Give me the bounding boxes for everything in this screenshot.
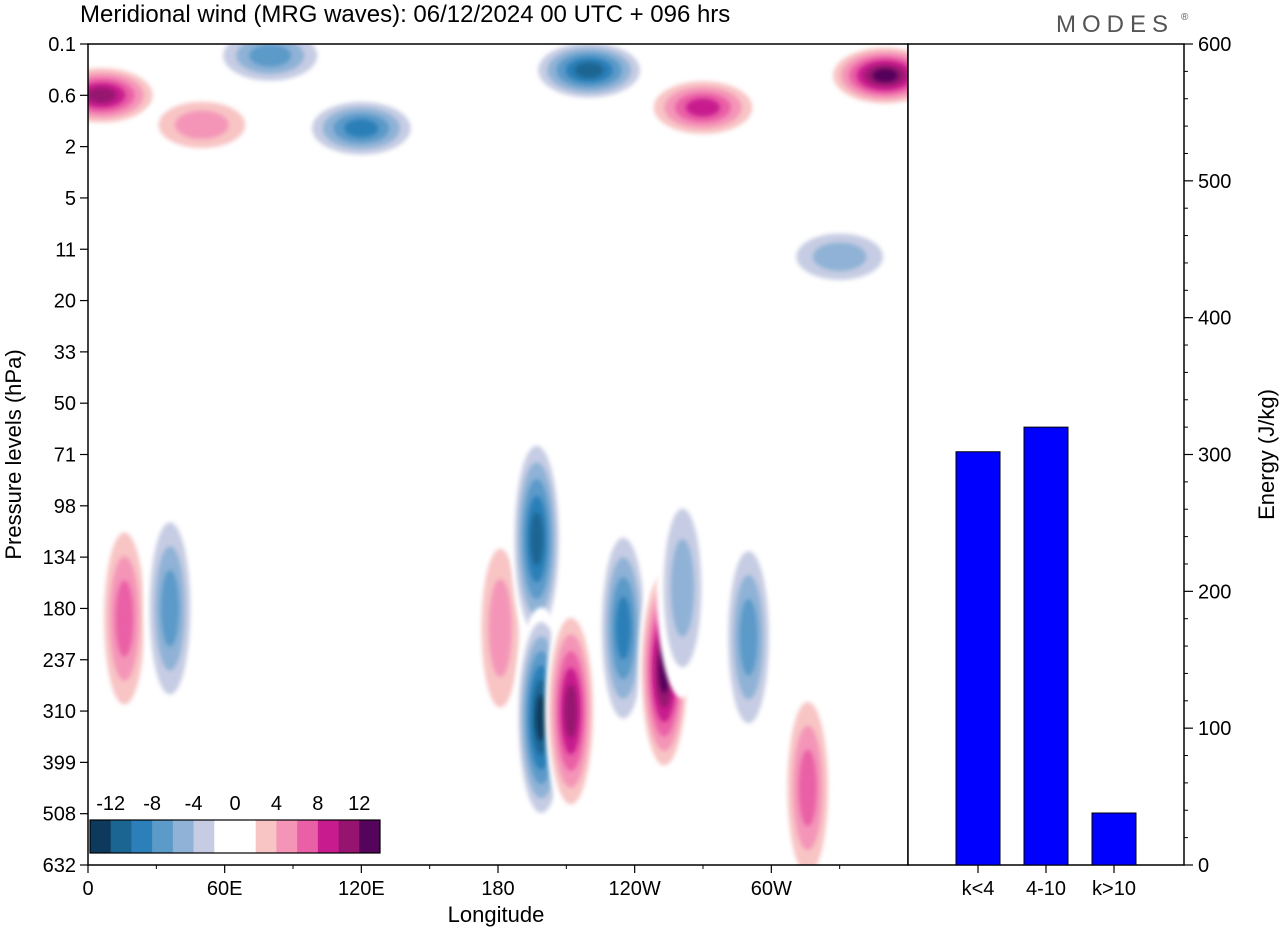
x-tick-label: 180 bbox=[481, 878, 514, 900]
wind-anomaly-feature bbox=[643, 75, 763, 140]
wind-anomaly-feature bbox=[301, 96, 422, 161]
y-tick-label: 50 bbox=[54, 393, 76, 415]
wind-anomaly-feature bbox=[722, 527, 775, 748]
colorbar-swatch bbox=[276, 820, 298, 853]
colorbar-label: 12 bbox=[348, 793, 370, 815]
y-tick-label: 33 bbox=[54, 342, 76, 364]
colorbar-swatch bbox=[193, 820, 215, 853]
wind-anomaly-feature bbox=[510, 429, 563, 650]
wind-anomaly-feature bbox=[144, 498, 196, 719]
energy-tick-label: 300 bbox=[1198, 445, 1231, 467]
y-tick-label: 11 bbox=[55, 239, 76, 261]
x-tick-label: 60W bbox=[751, 878, 792, 900]
colorbar-swatch bbox=[90, 820, 112, 853]
energy-tick-label: 400 bbox=[1198, 308, 1231, 330]
wind-anomaly-feature bbox=[781, 677, 834, 865]
energy-bar bbox=[955, 451, 1001, 866]
y-tick-label: 180 bbox=[43, 598, 76, 620]
y-tick-label: 71 bbox=[54, 445, 76, 467]
x-tick-label: 60E bbox=[207, 878, 243, 900]
wind-anomaly-feature bbox=[825, 44, 908, 108]
y-tick-label: 399 bbox=[43, 752, 76, 774]
colorbar-swatch bbox=[297, 820, 319, 853]
y-tick-label: 5 bbox=[65, 188, 76, 210]
energy-axis-title: Energy (J/kg) bbox=[1254, 389, 1279, 520]
x-tick-label: 0 bbox=[82, 878, 93, 900]
x-tick-label: 120W bbox=[609, 878, 661, 900]
colorbar-label: 4 bbox=[271, 793, 282, 815]
bar-category-label: 4-10 bbox=[1026, 878, 1066, 900]
colorbar-swatch bbox=[131, 820, 153, 853]
y-tick-label: 632 bbox=[43, 855, 76, 877]
y-tick-label: 237 bbox=[43, 650, 76, 672]
colorbar-label: -4 bbox=[185, 793, 203, 815]
colorbar-label: -12 bbox=[96, 793, 125, 815]
energy-tick-label: 500 bbox=[1198, 171, 1231, 193]
wind-anomaly-feature bbox=[656, 477, 709, 698]
energy-bar bbox=[1023, 426, 1069, 866]
wind-anomaly-feature bbox=[210, 44, 331, 88]
energy-bar bbox=[1091, 812, 1137, 866]
y-tick-label: 310 bbox=[43, 701, 76, 723]
colorbar-label: 0 bbox=[229, 793, 240, 815]
wind-anomaly-feature bbox=[779, 224, 900, 289]
bar-category-label: k>10 bbox=[1092, 878, 1136, 900]
colorbar-swatch bbox=[214, 820, 236, 853]
wind-anomaly-feature bbox=[98, 508, 151, 729]
wind-anomaly-feature bbox=[529, 44, 650, 103]
colorbar-swatch bbox=[152, 820, 174, 853]
x-axis-title: Longitude bbox=[448, 902, 545, 927]
y-tick-label: 98 bbox=[54, 496, 76, 518]
colorbar-swatch bbox=[338, 820, 360, 853]
svg-text:®: ® bbox=[1181, 12, 1189, 23]
y-tick-label: 20 bbox=[54, 291, 76, 313]
heatmap-plot-area bbox=[87, 43, 909, 866]
x-tick-label: 120E bbox=[338, 878, 385, 900]
wind-anomaly-feature bbox=[88, 63, 162, 128]
energy-tick-label: 200 bbox=[1198, 581, 1231, 603]
y-tick-label: 0.6 bbox=[48, 85, 76, 107]
wind-anomaly-feature bbox=[544, 601, 597, 822]
colorbar-swatch bbox=[359, 820, 381, 853]
colorbar-label: -8 bbox=[143, 793, 161, 815]
colorbar-swatch bbox=[317, 820, 340, 853]
wind-anomaly-feature bbox=[597, 518, 650, 739]
svg-text:MODES: MODES bbox=[1056, 11, 1174, 38]
energy-tick-label: 100 bbox=[1198, 718, 1231, 740]
chart-title: Meridional wind (MRG waves): 06/12/2024 … bbox=[80, 1, 730, 28]
y-tick-label: 508 bbox=[43, 804, 76, 826]
colorbar-legend: -12 -8 -4 0 4 8 12 bbox=[89, 793, 381, 854]
y-tick-label: 134 bbox=[43, 547, 76, 569]
colorbar-label: 8 bbox=[312, 793, 323, 815]
y-axis-title: Pressure levels (hPa) bbox=[1, 349, 26, 559]
colorbar-swatch bbox=[255, 820, 277, 853]
energy-tick-label: 0 bbox=[1198, 855, 1209, 877]
wind-anomaly-feature bbox=[141, 92, 262, 157]
bar-category-label: k<4 bbox=[962, 878, 995, 900]
colorbar-swatch bbox=[235, 820, 257, 853]
colorbar-swatch bbox=[172, 820, 195, 853]
modes-logo: MODES ® bbox=[1056, 11, 1189, 38]
y-tick-label: 2 bbox=[65, 137, 76, 159]
energy-tick-label: 600 bbox=[1198, 34, 1231, 56]
y-tick-label: 0.1 bbox=[48, 34, 76, 56]
colorbar-swatch bbox=[110, 820, 132, 853]
